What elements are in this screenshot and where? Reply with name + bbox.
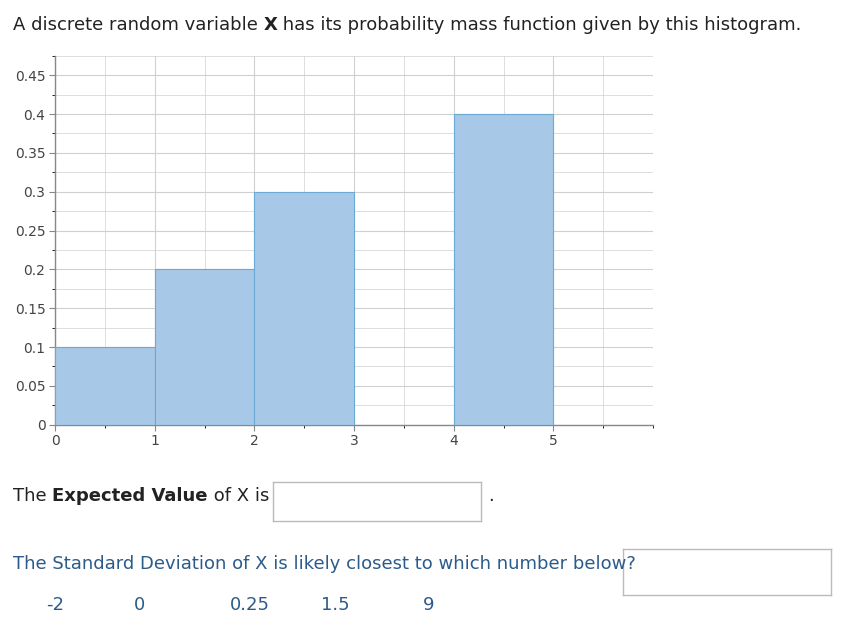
- Bar: [454, 114, 554, 425]
- Text: .: .: [488, 487, 494, 505]
- Text: -2: -2: [46, 596, 64, 614]
- Text: The Standard Deviation of X is likely closest to which number below?: The Standard Deviation of X is likely cl…: [13, 555, 636, 573]
- Text: 1.5: 1.5: [321, 596, 349, 614]
- Text: X: X: [264, 16, 277, 33]
- Text: 9: 9: [422, 596, 434, 614]
- Bar: [55, 347, 154, 425]
- Text: has its probability mass function given by this histogram.: has its probability mass function given …: [277, 16, 801, 33]
- Text: A discrete random variable: A discrete random variable: [13, 16, 264, 33]
- Text: Expected Value: Expected Value: [52, 487, 208, 505]
- Text: 0: 0: [134, 596, 146, 614]
- Text: 0.25: 0.25: [230, 596, 271, 614]
- Bar: [154, 269, 254, 425]
- Text: of X is: of X is: [208, 487, 269, 505]
- Bar: [254, 192, 354, 425]
- Text: The: The: [13, 487, 52, 505]
